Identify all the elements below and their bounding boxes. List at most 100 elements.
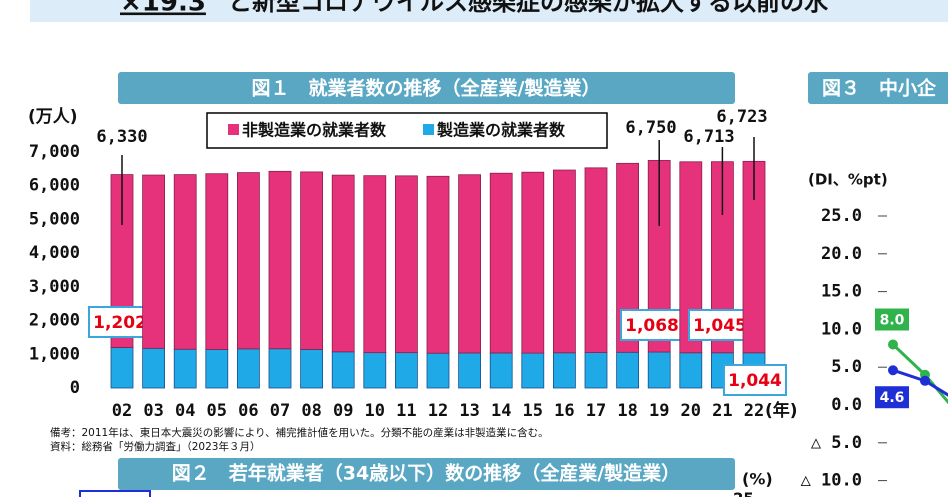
- note: 資料：総務省「労働力調査」（2023年３月）: [50, 440, 260, 453]
- banner-text: と新型コロナウイルス感染症の感染が拡大する以前の水: [228, 0, 829, 16]
- bar-segment: [679, 161, 703, 354]
- bar-segment: [584, 167, 608, 353]
- unit-label: (%): [742, 470, 773, 489]
- legend: [206, 112, 608, 149]
- label-box: [723, 364, 787, 396]
- bar-segment: [363, 175, 387, 354]
- bar-segment: [205, 173, 229, 350]
- title-bar: [118, 458, 735, 490]
- legend-label: 非製造業の就業者数: [242, 121, 387, 140]
- x-tick-label: 18: [617, 401, 637, 421]
- bar-segment: [236, 348, 260, 389]
- label-box: [875, 308, 909, 331]
- bar-segment: [300, 171, 324, 350]
- bar-segment: [489, 172, 513, 354]
- bar-segment: [616, 351, 639, 389]
- x-tick-label: 16: [554, 401, 574, 421]
- x-tick-label: 22: [744, 401, 764, 421]
- bar-segment: [553, 352, 576, 389]
- y-tick-label: 0: [70, 378, 80, 398]
- bar-segment: [236, 172, 260, 350]
- y-tick-label: 5.0: [831, 357, 862, 377]
- x-tick-label: 12: [428, 401, 448, 421]
- note: 備考：2011年は、東日本大震災の影響により、補完推計値を用いた。分類不能の産業…: [50, 426, 549, 439]
- label-box: [88, 306, 152, 338]
- y-tick-label: 5,000: [29, 209, 80, 229]
- total-label: 6,723: [716, 107, 767, 127]
- x-tick-label: 08: [301, 401, 321, 421]
- data-label: 1,045: [693, 316, 747, 336]
- title-bar: [118, 72, 735, 104]
- x-axis-label: (年): [765, 400, 798, 421]
- bar-segment: [173, 174, 197, 350]
- label-box: [875, 386, 909, 409]
- bar-segment: [173, 348, 197, 389]
- x-tick-label: 20: [681, 401, 701, 421]
- y-tick-label: 1,000: [29, 344, 80, 364]
- data-label: 1,044: [728, 371, 782, 391]
- bar-segment: [616, 162, 639, 353]
- x-tick-label: 13: [459, 401, 479, 421]
- chart-title: 図３ 中小企: [822, 77, 937, 100]
- y-tick-label: 15.0: [821, 282, 862, 302]
- y-tick-label: 6,000: [29, 176, 80, 196]
- y-tick-label: 25.0: [821, 206, 862, 226]
- bar-segment: [331, 174, 355, 353]
- x-tick-label: 14: [491, 401, 511, 421]
- y-tick-label: 7,000: [29, 142, 80, 162]
- bar-segment: [300, 349, 324, 389]
- bar-segment: [268, 170, 292, 350]
- total-label: 6,713: [683, 127, 734, 147]
- bar-segment: [142, 174, 166, 349]
- bar-segment: [331, 351, 355, 389]
- label-box: [620, 309, 684, 341]
- bar-segment: [363, 352, 387, 389]
- data-label: 8.0: [880, 313, 905, 329]
- data-label: 4.6: [880, 390, 905, 406]
- x-tick-label: 02: [112, 401, 132, 421]
- data-label: 1,202: [93, 313, 147, 333]
- point: [920, 375, 930, 386]
- bar-segment: [521, 171, 545, 354]
- bar-segment: [553, 169, 576, 354]
- bar-segment: [205, 349, 229, 389]
- bar-segment: [268, 348, 292, 389]
- bar-segment: [394, 352, 418, 389]
- x-tick-label: 21: [712, 401, 732, 421]
- title-bar: [808, 72, 948, 104]
- y-tick-label: 10.0: [821, 319, 862, 339]
- bar-segment: [426, 175, 450, 354]
- tick-label: 25: [733, 490, 754, 497]
- bar-segment: [679, 352, 703, 389]
- total-label: 6,750: [625, 118, 676, 138]
- x-tick-label: 15: [523, 401, 543, 421]
- bar-segment: [426, 352, 450, 389]
- x-tick-label: 06: [238, 401, 258, 421]
- total-label: 6,330: [96, 127, 147, 147]
- y-tick-label: △ 10.0: [801, 471, 862, 491]
- y-tick-label: 20.0: [821, 244, 862, 264]
- banner: [30, 0, 948, 22]
- point: [888, 365, 898, 376]
- legend-label: 製造業の就業者数: [436, 121, 566, 140]
- bar-segment: [647, 351, 671, 389]
- bar-segment: [521, 352, 545, 389]
- bar-segment: [142, 347, 166, 389]
- y-tick-label: 3,000: [29, 277, 80, 297]
- x-tick-label: 07: [270, 401, 290, 421]
- x-tick-label: 11: [396, 401, 416, 421]
- bar-segment: [458, 352, 482, 389]
- x-tick-label: 05: [207, 401, 227, 421]
- x-tick-label: 09: [333, 401, 353, 421]
- legend-swatch: [228, 124, 239, 135]
- bar-segment: [394, 175, 418, 354]
- x-tick-label: 17: [586, 401, 606, 421]
- x-tick-label: 10: [365, 401, 385, 421]
- label-box: [79, 490, 151, 497]
- bar-segment: [458, 174, 482, 354]
- bar-segment: [489, 352, 513, 389]
- chart-title: 図２ 若年就業者（34歳以下）数の推移（全産業/製造業）: [172, 462, 680, 485]
- bar-segment: [110, 347, 134, 389]
